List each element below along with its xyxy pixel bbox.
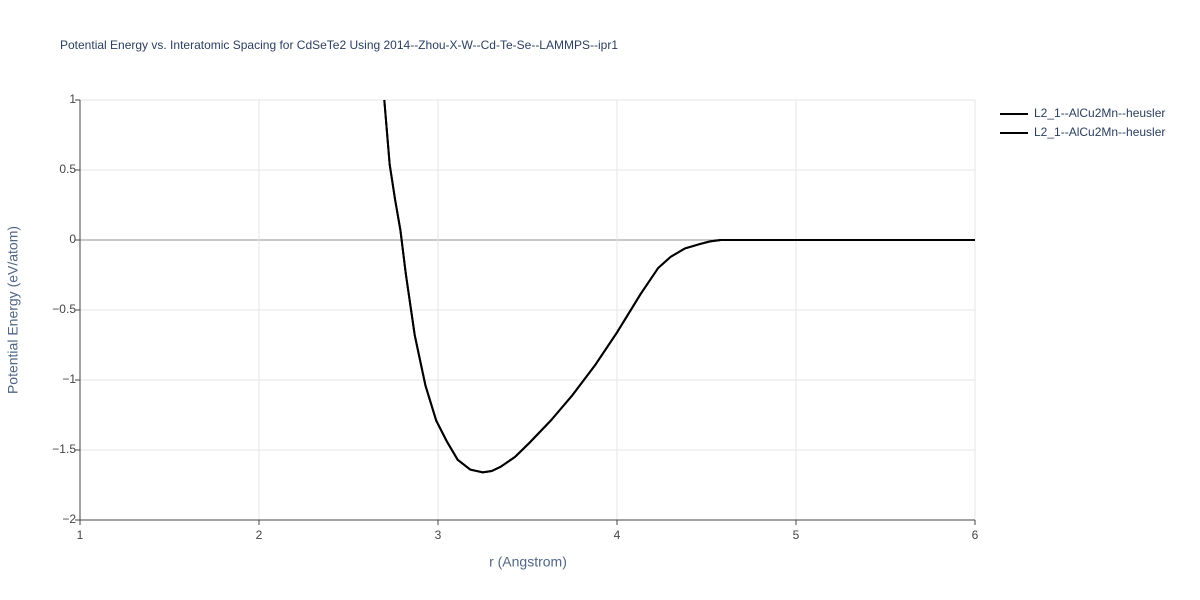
x-tick-label: 3 — [435, 528, 442, 542]
x-tick-label: 2 — [256, 528, 263, 542]
x-tick-label: 4 — [614, 528, 621, 542]
y-tick-label: 0 — [69, 232, 76, 246]
x-tick-label: 5 — [793, 528, 800, 542]
series-line — [383, 99, 975, 474]
x-tick-label: 6 — [972, 528, 979, 542]
y-tick-label: 1 — [69, 92, 76, 106]
y-tick-label: 0.5 — [59, 162, 76, 176]
y-axis-title: Potential Energy (eV/atom) — [5, 226, 21, 394]
grid — [79, 99, 976, 521]
legend-label: L2_1--AlCu2Mn--heusler — [1034, 125, 1165, 139]
y-tick-label: −1.5 — [52, 442, 76, 456]
legend-label: L2_1--AlCu2Mn--heusler — [1034, 106, 1165, 120]
y-tick-label: −2 — [62, 512, 76, 526]
chart-title: Potential Energy vs. Interatomic Spacing… — [60, 38, 618, 52]
x-axis-title: r (Angstrom) — [489, 554, 567, 570]
y-tick-label: −0.5 — [52, 302, 76, 316]
series-line — [383, 99, 975, 474]
x-tick-label: 1 — [77, 528, 84, 542]
y-tick-label: −1 — [62, 372, 76, 386]
